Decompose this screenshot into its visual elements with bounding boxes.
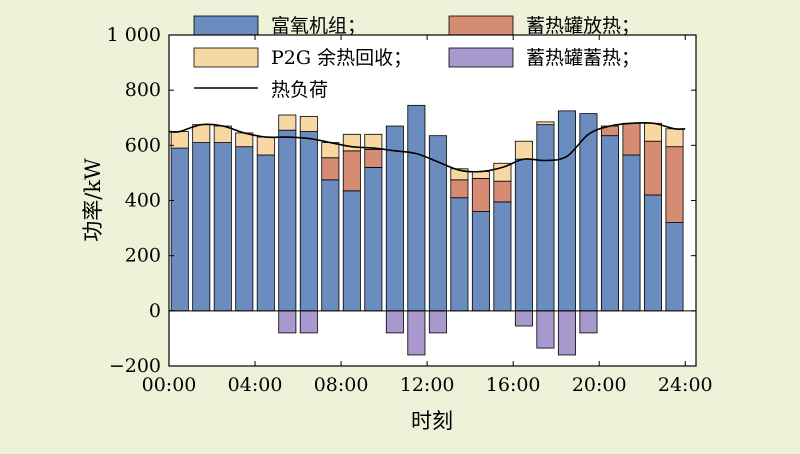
bar-storage-charge: [385, 310, 404, 334]
legend-item: P2G 余热回收；: [193, 47, 412, 69]
bar-p2g-heat: [450, 168, 469, 181]
bar-boiler: [471, 211, 490, 312]
bar-storage-charge: [557, 310, 576, 356]
bar-boiler: [213, 142, 232, 312]
bar-storage-release: [493, 180, 512, 203]
bar-boiler: [557, 110, 576, 312]
bar-p2g-heat: [514, 140, 533, 160]
bar-boiler: [665, 222, 684, 312]
bar-p2g-heat: [471, 171, 490, 179]
axes-layer: −200 0 200 400 600 800 1 000 00:00 04:00 08:00 12:…: [107, 24, 713, 396]
x-tick-label: 12:00: [400, 374, 455, 396]
legend-item: 富氧机组；: [193, 15, 366, 37]
bar-p2g-heat: [256, 136, 275, 156]
x-tick-label: 04:00: [228, 374, 283, 396]
bar-p2g-heat: [342, 133, 361, 152]
bar-boiler: [235, 146, 254, 312]
legend-item: 蓄热罐放热；: [448, 15, 640, 37]
legend-label: 富氧机组；: [271, 15, 366, 37]
line-layer: [168, 121, 686, 173]
bar-storage-charge: [536, 310, 555, 349]
bar-storage-charge: [428, 310, 447, 334]
bar-boiler: [493, 201, 512, 312]
bar-boiler: [450, 197, 469, 312]
bar-storage-charge: [299, 310, 318, 334]
x-tick-label: 00:00: [142, 374, 197, 396]
bar-boiler: [514, 158, 533, 312]
x-axis-label: 时刻: [411, 409, 453, 433]
bar-storage-release: [665, 146, 684, 223]
bar-boiler: [192, 142, 211, 312]
heat-load-line: [168, 121, 686, 173]
bar-p2g-heat: [643, 122, 662, 142]
bar-storage-charge: [514, 310, 533, 327]
bar-storage-release: [364, 149, 383, 168]
y-tick-label: 1 000: [107, 24, 161, 46]
legend-label: 蓄热罐蓄热；: [526, 47, 640, 69]
bar-boiler: [299, 131, 318, 312]
bar-storage-release: [471, 178, 490, 212]
legend-swatch: [193, 47, 259, 68]
bar-storage-charge: [579, 310, 598, 334]
legend-item: 蓄热罐蓄热；: [448, 47, 640, 69]
legend-label: 蓄热罐放热；: [526, 15, 640, 37]
y-tick-label: 400: [125, 190, 161, 212]
bar-p2g-heat: [493, 162, 512, 182]
y-tick-label: 0: [149, 300, 161, 322]
bar-storage-charge: [407, 310, 426, 356]
legend-swatch: [193, 15, 259, 36]
bar-p2g-heat: [192, 124, 211, 143]
x-tick-label: 16:00: [486, 374, 541, 396]
bar-p2g-heat: [364, 133, 383, 150]
y-tick-label: −200: [109, 355, 161, 377]
x-tick-label: 08:00: [314, 374, 369, 396]
legend-label: P2G 余热回收；: [271, 47, 412, 69]
bar-storage-release: [342, 150, 361, 192]
x-tick-label: 20:00: [572, 374, 627, 396]
bar-boiler: [600, 135, 619, 312]
bar-p2g-heat: [665, 128, 684, 148]
legend-item: 热负荷: [194, 79, 328, 101]
bar-boiler: [364, 166, 383, 312]
bar-boiler: [256, 154, 275, 312]
bar-p2g-heat: [321, 142, 340, 159]
y-axis-label: 功率/kW: [81, 158, 105, 242]
bar-storage-release: [622, 122, 641, 156]
legend-swatch: [448, 47, 514, 68]
bar-boiler: [643, 194, 662, 312]
y-tick-label: 800: [125, 79, 161, 101]
bar-p2g-heat: [536, 121, 555, 126]
bar-boiler: [579, 113, 598, 312]
bar-boiler: [278, 129, 297, 312]
legend-swatch: [448, 15, 514, 36]
bar-boiler: [536, 124, 555, 312]
bar-boiler: [385, 125, 404, 312]
bar-storage-release: [643, 140, 662, 196]
legend: 富氧机组； 蓄热罐放热； P2G 余热回收； 蓄热罐蓄热； 热负荷: [193, 15, 640, 101]
legend-label: 热负荷: [271, 79, 328, 101]
bar-boiler: [342, 190, 361, 312]
bar-p2g-heat: [278, 114, 297, 131]
bar-boiler: [170, 147, 189, 312]
x-tick-label: 24:00: [658, 374, 713, 396]
bars-layer: [170, 104, 684, 356]
bar-storage-charge: [278, 310, 297, 334]
bar-storage-release: [450, 179, 469, 199]
y-tick-label: 600: [125, 134, 161, 156]
bar-boiler: [321, 179, 340, 312]
bar-boiler: [622, 154, 641, 312]
bar-boiler: [407, 104, 426, 312]
bar-p2g-heat: [299, 115, 318, 132]
bar-storage-release: [321, 157, 340, 181]
y-tick-label: 200: [125, 245, 161, 267]
